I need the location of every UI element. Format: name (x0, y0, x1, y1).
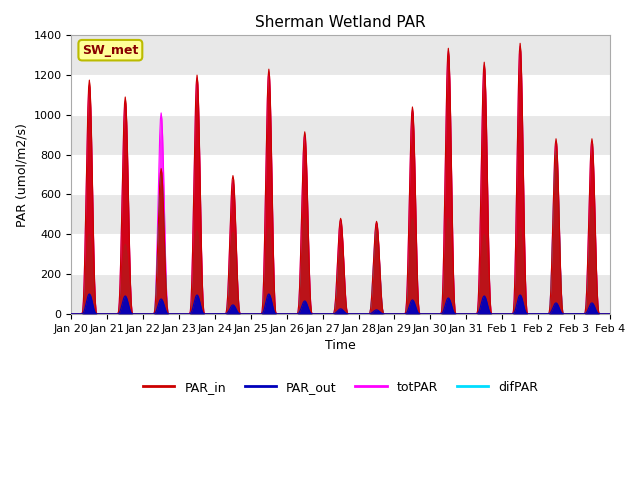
Text: SW_met: SW_met (82, 44, 138, 57)
Bar (72, 75, 610, 115)
Bar (72, 234, 610, 274)
Legend: PAR_in, PAR_out, totPAR, difPAR: PAR_in, PAR_out, totPAR, difPAR (138, 376, 543, 399)
Bar (72, 155, 610, 194)
Bar (72, 36, 610, 75)
Bar (72, 194, 610, 234)
X-axis label: Time: Time (325, 339, 356, 352)
Bar (72, 274, 610, 314)
Title: Sherman Wetland PAR: Sherman Wetland PAR (255, 15, 426, 30)
Y-axis label: PAR (umol/m2/s): PAR (umol/m2/s) (15, 123, 28, 227)
Bar (72, 115, 610, 155)
